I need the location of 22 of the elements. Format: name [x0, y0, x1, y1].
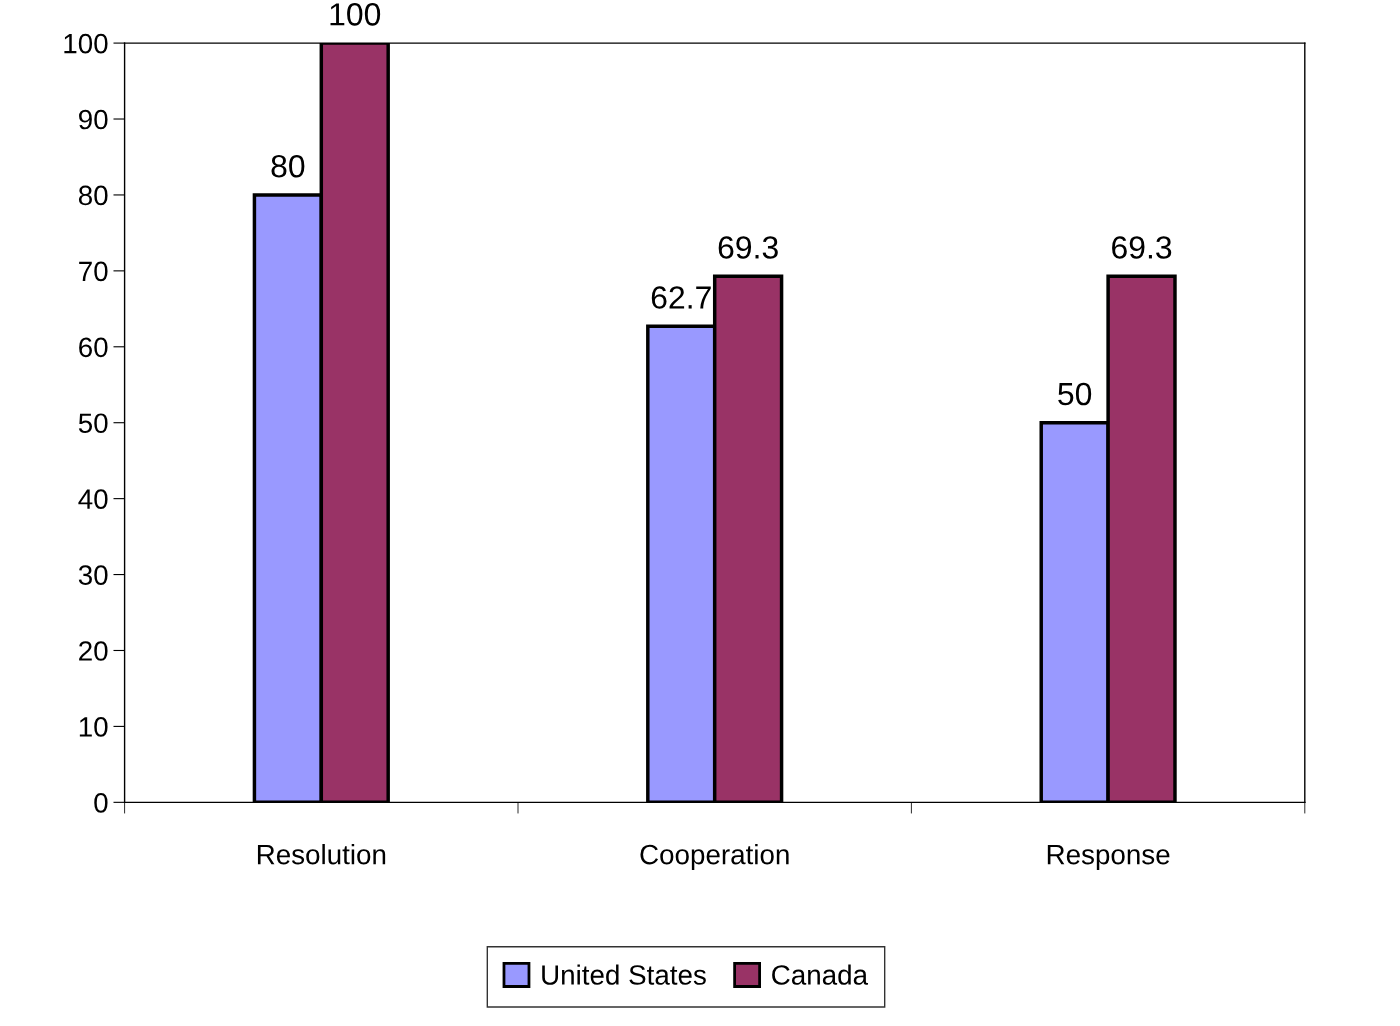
y-tick-label: 10 — [79, 717, 108, 737]
x-tick-label: Cooperation — [640, 844, 789, 870]
y-tick-label: 60 — [79, 337, 108, 358]
data-label: 50 — [1058, 382, 1092, 406]
y-tick-label: 0 — [94, 793, 108, 813]
data-label: 80 — [271, 154, 305, 178]
y-tick-label: 70 — [79, 261, 108, 282]
y-tick-label: 90 — [79, 109, 108, 130]
data-label: 100 — [330, 3, 381, 26]
legend-label: United States — [542, 964, 706, 985]
y-tick-label: 50 — [78, 413, 108, 434]
y-tick-label: 40 — [78, 489, 108, 509]
x-tick-label: Response — [1047, 845, 1170, 870]
y-tick-label: 80 — [78, 185, 108, 206]
legend-label: Canada — [772, 964, 869, 985]
data-label: 69.3 — [1112, 236, 1172, 259]
y-tick-label: 30 — [78, 565, 108, 585]
y-tick-label: 20 — [79, 641, 108, 661]
data-label: 62.7 — [651, 286, 711, 309]
x-tick-label: Resolution — [257, 844, 386, 865]
data-label: 69.3 — [718, 236, 778, 259]
y-tick-label: 100 — [64, 33, 108, 54]
